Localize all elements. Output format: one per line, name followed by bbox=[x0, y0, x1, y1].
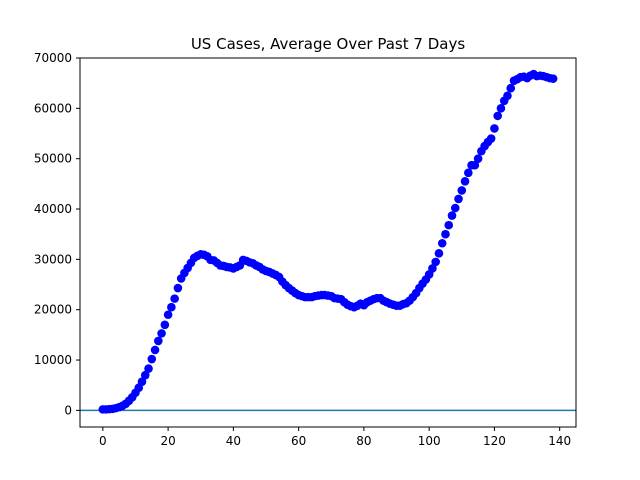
data-point bbox=[548, 74, 558, 83]
x-tick-label: 0 bbox=[99, 434, 107, 448]
y-tick-label: 60000 bbox=[34, 101, 72, 115]
chart-title: US Cases, Average Over Past 7 Days bbox=[191, 35, 465, 53]
data-point bbox=[157, 329, 166, 338]
data-point bbox=[457, 186, 467, 195]
data-point bbox=[444, 220, 454, 230]
data-point bbox=[470, 160, 480, 170]
data-point bbox=[137, 377, 147, 386]
data-point bbox=[154, 336, 163, 346]
data-point bbox=[428, 264, 437, 273]
x-axis: 0 20 40 60 80 100 120 140 bbox=[99, 427, 571, 448]
data-point bbox=[493, 111, 502, 121]
data-point bbox=[160, 320, 170, 330]
data-point bbox=[437, 238, 447, 248]
data-point bbox=[503, 91, 512, 101]
x-tick-label: 140 bbox=[548, 434, 571, 448]
y-tick-label: 50000 bbox=[34, 152, 72, 166]
data-point bbox=[170, 294, 179, 303]
data-point bbox=[173, 283, 183, 293]
y-tick-label: 30000 bbox=[34, 252, 72, 266]
y-tick-label: 40000 bbox=[34, 202, 72, 216]
data-point bbox=[450, 203, 460, 213]
x-tick-label: 40 bbox=[226, 434, 241, 448]
data-point bbox=[464, 168, 473, 178]
data-point bbox=[473, 154, 483, 163]
data-point bbox=[431, 257, 440, 267]
plot-frame bbox=[79, 57, 577, 428]
data-point bbox=[496, 104, 506, 113]
y-axis: 0 10000 20000 30000 40000 50000 60000 70000 bbox=[34, 51, 80, 417]
data-point bbox=[163, 310, 173, 320]
data-point bbox=[460, 177, 470, 186]
x-tick-label: 120 bbox=[483, 434, 506, 448]
x-tick-label: 100 bbox=[418, 434, 441, 448]
data-point bbox=[490, 124, 499, 133]
data-point bbox=[140, 370, 150, 380]
x-tick-label: 80 bbox=[356, 434, 371, 448]
data-point bbox=[434, 249, 444, 258]
y-tick-label: 10000 bbox=[34, 353, 72, 367]
y-tick-label: 70000 bbox=[34, 51, 72, 65]
data-point bbox=[454, 194, 463, 204]
x-tick-label: 60 bbox=[291, 434, 306, 448]
data-point bbox=[447, 211, 457, 220]
y-tick-label: 0 bbox=[64, 403, 72, 417]
data-point bbox=[167, 302, 176, 312]
data-point bbox=[144, 364, 153, 373]
data-point bbox=[486, 134, 496, 143]
data-point bbox=[506, 83, 516, 93]
data-points bbox=[98, 69, 558, 414]
y-tick-label: 20000 bbox=[34, 303, 72, 317]
data-point bbox=[441, 229, 450, 239]
data-point bbox=[150, 345, 160, 355]
data-point bbox=[147, 354, 157, 364]
x-tick-label: 20 bbox=[160, 434, 175, 448]
